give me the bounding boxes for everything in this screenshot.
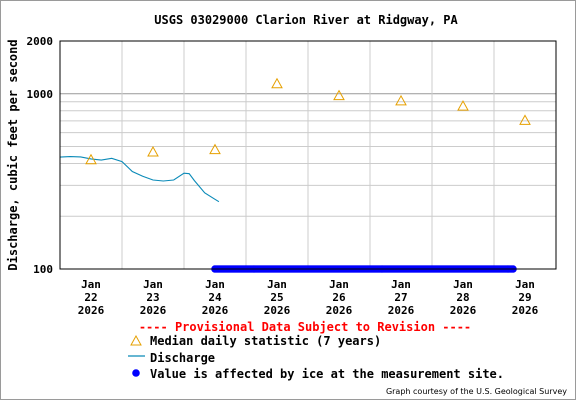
median-triangle-marker [147, 146, 159, 157]
x-tick-label: Jan 29 2026 [512, 278, 539, 317]
credit-text: Graph courtesy of the U.S. Geological Su… [386, 387, 567, 396]
median-triangle-marker [209, 143, 221, 155]
median-triangle-marker [519, 114, 531, 125]
median-triangle-marker [333, 89, 345, 101]
legend-discharge-label: Discharge [150, 351, 215, 365]
y-tick-label: 2000 [27, 35, 54, 48]
median-triangle-marker [85, 153, 97, 165]
y-tick-labels: 2000 1000 100 [27, 35, 54, 276]
x-tick-label: Jan 23 2026 [140, 278, 167, 317]
median-triangle-marker [271, 77, 283, 89]
legend-ice-dot-icon [132, 369, 140, 377]
chart-title: USGS 03029000 Clarion River at Ridgway, … [154, 13, 458, 27]
grid-lines [60, 40, 556, 269]
y-axis-label: Discharge, cubic feet per second [6, 39, 20, 270]
provisional-notice: ---- Provisional Data Subject to Revisio… [139, 320, 471, 334]
x-tick-label: Jan 27 2026 [388, 278, 415, 317]
x-tick-label: Jan 25 2026 [264, 278, 291, 317]
x-tick-label: Jan 26 2026 [326, 278, 353, 317]
legend-median-triangle-icon [130, 334, 142, 346]
legend-median-label: Median daily statistic (7 years) [150, 334, 381, 348]
y-tick-label: 100 [33, 263, 53, 276]
legend: Median daily statistic (7 years) Dischar… [128, 334, 504, 381]
plot-area [59, 40, 557, 273]
x-tick-label: Jan 24 2026 [202, 278, 229, 317]
median-triangle-marker [395, 94, 407, 106]
median-triangle-marker [457, 100, 469, 111]
x-tick-labels: Jan 22 2026 Jan 23 2026 Jan 24 2026 Jan 25 2026 Jan 2… [78, 278, 539, 317]
x-tick-label: Jan 28 2026 [450, 278, 477, 317]
plot-border [59, 40, 557, 270]
legend-ice-label: Value is affected by ice at the measurem… [150, 367, 504, 381]
y-tick-label: 1000 [27, 88, 54, 101]
x-tick-label: Jan 22 2026 [78, 278, 105, 317]
